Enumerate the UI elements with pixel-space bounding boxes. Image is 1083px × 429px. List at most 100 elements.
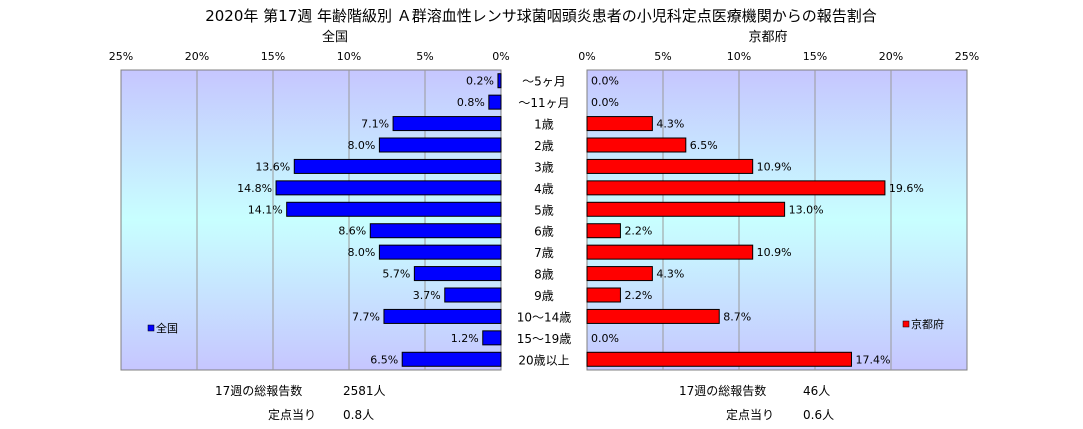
right-bar xyxy=(586,158,754,174)
left-bar-label: 7.1% xyxy=(361,118,389,131)
right-legend-swatch xyxy=(902,320,910,328)
category-label: ～5ヶ月 xyxy=(522,75,566,89)
category-label: 20歳以上 xyxy=(518,353,569,367)
left-bar xyxy=(378,137,502,153)
left-plot-area xyxy=(120,69,502,371)
left-bar xyxy=(413,266,502,282)
left-bars: 0.2% 0.8% 7.1% 8.0% 13.6% 14.8% 14.1% 8.6% 8.0% 5… xyxy=(237,73,502,367)
left-bar-label: 5.7% xyxy=(382,268,410,281)
left-bar-label: 0.2% xyxy=(466,75,494,88)
right-tick-label: 20% xyxy=(879,50,903,63)
left-per-value: 0.8人 xyxy=(343,408,374,422)
right-bar xyxy=(586,308,720,324)
category-label: 9歳 xyxy=(534,289,554,303)
left-bar xyxy=(378,244,502,260)
right-bar-label: 0.0% xyxy=(591,332,619,345)
right-bar xyxy=(586,116,653,132)
left-legend-label: 全国 xyxy=(156,321,178,335)
right-tick-label: 0% xyxy=(578,50,595,63)
left-bar-label: 6.5% xyxy=(370,353,398,366)
left-bar xyxy=(488,94,502,110)
right-bar xyxy=(586,266,653,282)
left-bar xyxy=(392,116,502,132)
right-bar-label: 17.4% xyxy=(855,353,890,366)
right-bar xyxy=(586,244,754,260)
right-panel-title: 京都府 xyxy=(748,30,787,45)
left-bar xyxy=(275,180,502,196)
right-per-label: 定点当り xyxy=(726,407,774,422)
left-bar-label: 14.8% xyxy=(237,182,272,195)
right-bar-label: 2.2% xyxy=(624,225,652,238)
left-bar xyxy=(497,73,502,89)
right-legend: 京都府 xyxy=(902,317,944,331)
left-legend-swatch xyxy=(147,324,155,332)
right-bar-label: 0.0% xyxy=(591,96,619,109)
right-total-value: 46人 xyxy=(803,384,830,398)
category-label: 5歳 xyxy=(534,203,554,217)
left-bar xyxy=(401,351,502,367)
right-tick-label: 15% xyxy=(803,50,827,63)
left-bar-label: 7.7% xyxy=(352,310,380,323)
left-bar xyxy=(286,201,502,217)
left-bar-label: 14.1% xyxy=(248,203,283,216)
left-axis-ticks: 0% 5% 10% 15% 20% 25% xyxy=(109,50,510,63)
right-tick-label: 5% xyxy=(654,50,671,63)
chart-title: 2020年 第17週 年齢階級別 Ａ群溶血性レンサ球菌咽頭炎患者の小児科定点医療… xyxy=(205,7,877,25)
left-panel-title: 全国 xyxy=(322,29,348,45)
right-axis-ticks: 0% 5% 10% 15% 20% 25% xyxy=(578,50,979,63)
right-bar xyxy=(586,201,786,217)
left-total-value: 2581人 xyxy=(343,384,386,398)
left-bar-label: 1.2% xyxy=(451,332,479,345)
right-bar-label: 19.6% xyxy=(889,182,924,195)
left-tick-label: 5% xyxy=(416,50,433,63)
right-bar-label: 10.9% xyxy=(757,246,792,259)
left-bar-label: 8.0% xyxy=(347,246,375,259)
category-label: 3歳 xyxy=(534,160,554,174)
category-label: 15～19歳 xyxy=(517,332,572,346)
left-bar-label: 8.0% xyxy=(347,139,375,152)
left-legend: 全国 xyxy=(147,321,178,335)
left-tick-label: 0% xyxy=(492,50,509,63)
left-bar-label: 8.6% xyxy=(338,225,366,238)
left-bar-label: 3.7% xyxy=(413,289,441,302)
left-bar xyxy=(293,158,502,174)
left-total-label: 17週の総報告数 xyxy=(215,383,302,398)
right-bar-label: 4.3% xyxy=(656,268,684,281)
left-bar xyxy=(482,330,502,346)
right-bar-label: 13.0% xyxy=(789,203,824,216)
category-label: 1歳 xyxy=(534,118,554,132)
left-tick-label: 20% xyxy=(185,50,209,63)
left-per-label: 定点当り xyxy=(268,407,316,422)
left-tick-label: 10% xyxy=(337,50,361,63)
right-bar xyxy=(586,180,886,196)
left-bar xyxy=(369,223,502,239)
right-total-label: 17週の総報告数 xyxy=(679,383,766,398)
right-bar-label: 10.9% xyxy=(757,160,792,173)
right-legend-label: 京都府 xyxy=(911,317,944,331)
right-bar-label: 0.0% xyxy=(591,75,619,88)
category-label: 6歳 xyxy=(534,225,554,239)
right-tick-label: 25% xyxy=(955,50,979,63)
right-bar-label: 4.3% xyxy=(656,118,684,131)
left-tick-label: 25% xyxy=(109,50,133,63)
right-bars: 0.0% 0.0% 4.3% 6.5% 10.9% 19.6% 13.0% 2.2% 10.9%… xyxy=(586,75,924,367)
category-labels: ～5ヶ月 ～11ヶ月 1歳 2歳 3歳 4歳 5歳 6歳 7歳 8歳 9歳 10～14歳 15～19歳 2… xyxy=(517,75,572,368)
left-bar xyxy=(444,287,502,303)
right-plot-area xyxy=(586,69,968,371)
right-bar xyxy=(586,223,621,239)
right-bar-label: 8.7% xyxy=(723,310,751,323)
left-bar-label: 13.6% xyxy=(255,160,290,173)
right-tick-label: 10% xyxy=(727,50,751,63)
left-tick-label: 15% xyxy=(261,50,285,63)
left-bar xyxy=(383,308,502,324)
category-label: ～11ヶ月 xyxy=(518,96,569,110)
left-bar-label: 0.8% xyxy=(457,96,485,109)
category-label: 8歳 xyxy=(534,268,554,282)
category-label: 2歳 xyxy=(534,139,554,153)
category-label: 10～14歳 xyxy=(517,310,572,324)
right-per-value: 0.6人 xyxy=(803,408,834,422)
category-label: 4歳 xyxy=(534,182,554,196)
right-bar xyxy=(586,287,621,303)
right-bar-label: 2.2% xyxy=(624,289,652,302)
